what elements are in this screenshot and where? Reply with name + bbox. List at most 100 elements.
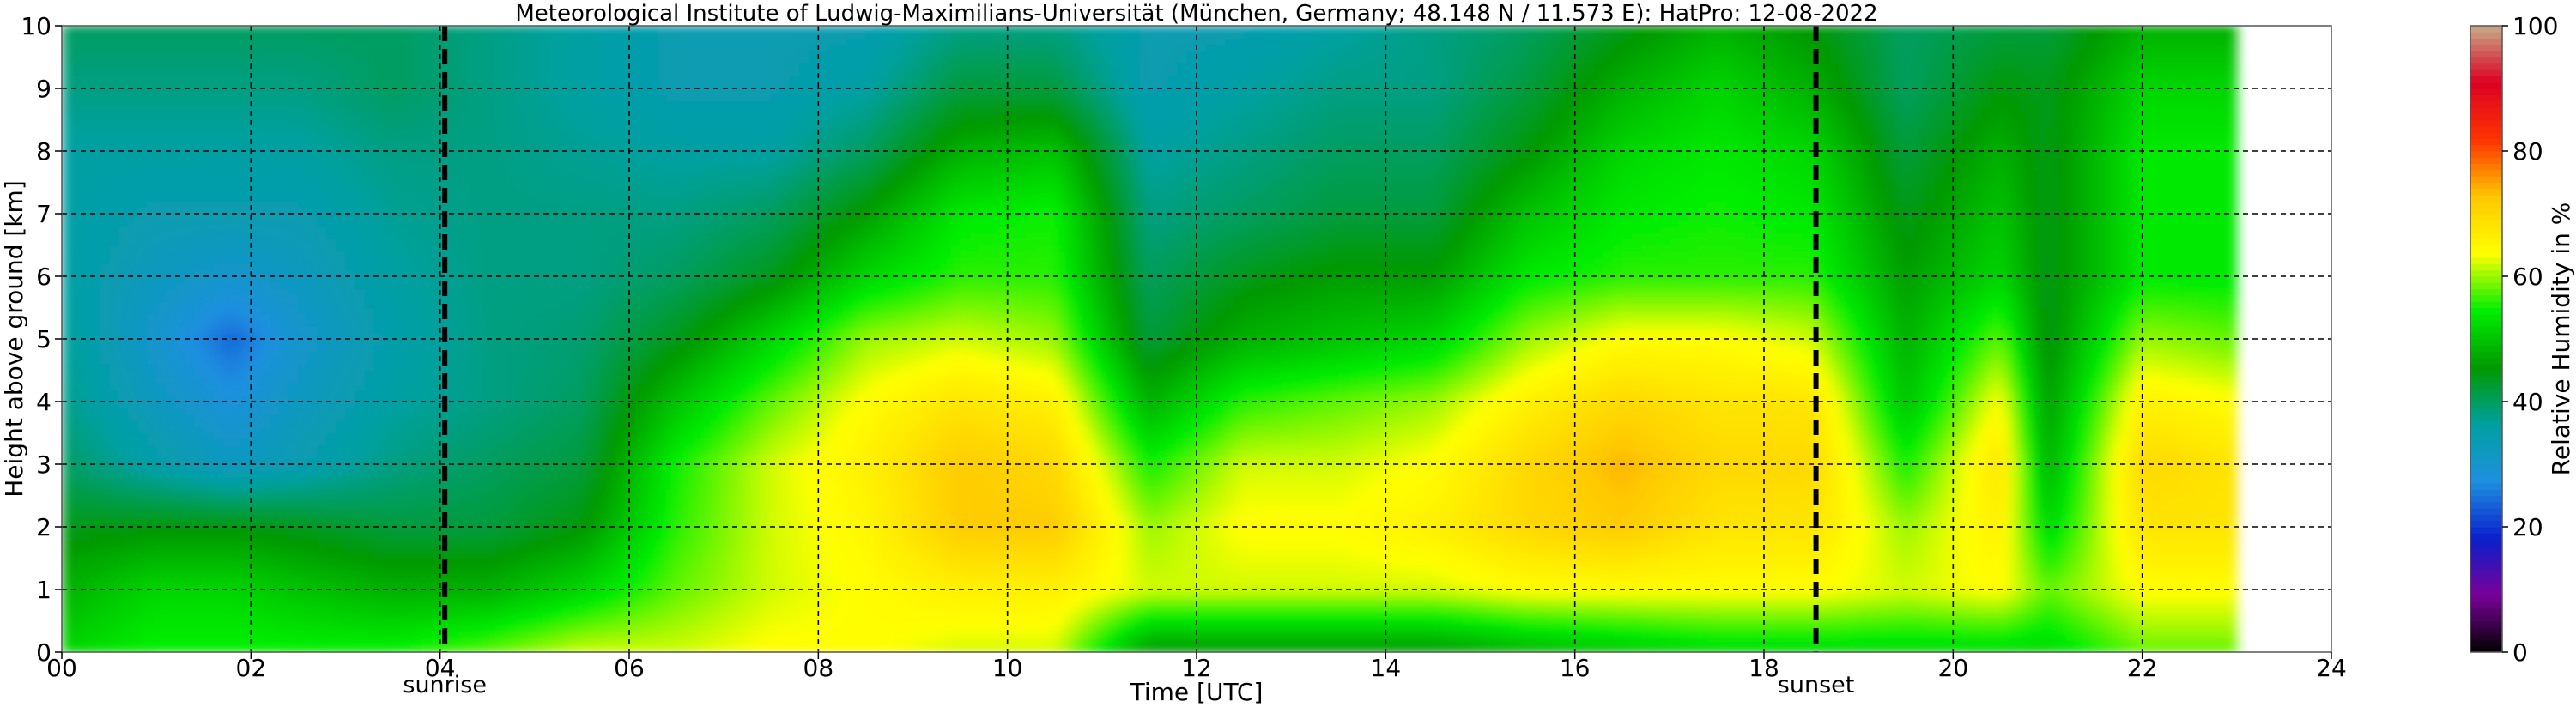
heatmap-cell — [487, 57, 498, 64]
heatmap-cell — [137, 539, 148, 547]
heatmap-cell — [241, 626, 252, 634]
heatmap-cell — [128, 414, 138, 421]
heatmap-cell — [147, 339, 157, 346]
heatmap-cell — [411, 332, 422, 340]
heatmap-cell — [175, 44, 185, 51]
heatmap-cell — [90, 332, 100, 340]
heatmap-cell — [298, 545, 309, 553]
heatmap-cell — [449, 88, 460, 95]
heatmap-cell — [383, 571, 394, 577]
heatmap-cell — [260, 426, 270, 434]
heatmap-cell — [241, 520, 252, 528]
heatmap-cell — [411, 245, 422, 252]
heatmap-cell — [307, 633, 318, 640]
heatmap-cell — [411, 220, 422, 227]
heatmap-cell — [232, 239, 242, 246]
heatmap-cell — [524, 432, 536, 440]
heatmap-cell — [185, 495, 195, 503]
heatmap-cell — [411, 151, 422, 158]
heatmap-cell — [270, 464, 280, 471]
heatmap-cell — [71, 163, 82, 171]
heatmap-cell — [128, 364, 138, 372]
heatmap-cell — [166, 294, 176, 302]
heatmap-cell — [203, 339, 214, 346]
heatmap-cell — [326, 63, 337, 70]
heatmap-cell — [458, 88, 470, 95]
heatmap-cell — [355, 370, 366, 378]
heatmap-cell — [364, 119, 375, 127]
heatmap-cell — [213, 501, 223, 509]
heatmap-cell — [251, 125, 261, 133]
heatmap-cell — [185, 564, 195, 571]
heatmap-cell — [298, 389, 309, 396]
heatmap-cell — [524, 583, 536, 590]
heatmap-cell — [270, 239, 280, 246]
heatmap-cell — [175, 94, 185, 102]
heatmap-cell — [468, 44, 479, 51]
heatmap-cell — [232, 313, 242, 321]
heatmap-cell — [317, 389, 328, 396]
heatmap-cell — [166, 332, 176, 340]
heatmap-cell — [109, 94, 119, 102]
heatmap-cell — [496, 389, 507, 396]
heatmap-cell — [317, 595, 328, 603]
heatmap-cell — [71, 495, 82, 503]
heatmap-cell — [392, 94, 403, 102]
heatmap-cell — [383, 157, 394, 165]
heatmap-cell — [524, 426, 536, 434]
heatmap-cell — [449, 545, 460, 553]
heatmap-cell — [345, 533, 356, 541]
heatmap-cell — [477, 276, 488, 283]
heatmap-cell — [515, 332, 526, 340]
heatmap-cell — [430, 577, 441, 584]
heatmap-cell — [137, 589, 148, 596]
heatmap-cell — [468, 420, 479, 427]
heatmap-cell — [345, 32, 356, 39]
heatmap-cell — [439, 571, 451, 577]
heatmap-cell — [118, 470, 129, 478]
heatmap-cell — [194, 614, 204, 622]
heatmap-cell — [524, 245, 536, 252]
heatmap-cell — [222, 113, 233, 121]
heatmap-cell — [156, 307, 167, 315]
heatmap-cell — [166, 26, 176, 33]
heatmap-cell — [307, 201, 318, 208]
heatmap-cell — [100, 301, 110, 309]
heatmap-cell — [383, 257, 394, 264]
heatmap-cell — [288, 144, 300, 152]
heatmap-cell — [355, 32, 366, 39]
heatmap-cell — [241, 408, 252, 415]
heatmap-cell — [185, 214, 195, 221]
heatmap-cell — [317, 457, 328, 465]
heatmap-cell — [90, 558, 100, 565]
heatmap-cell — [288, 614, 300, 622]
heatmap-cell — [364, 44, 375, 51]
heatmap-cell — [128, 232, 138, 239]
heatmap-cell — [373, 44, 385, 51]
heatmap-cell — [364, 451, 375, 459]
heatmap-cell — [449, 195, 460, 202]
heatmap-cell — [156, 57, 167, 64]
heatmap-cell — [402, 113, 413, 121]
heatmap-cell — [449, 251, 460, 258]
heatmap-cell — [355, 294, 366, 302]
heatmap-cell — [515, 188, 526, 196]
heatmap-cell — [496, 633, 507, 640]
heatmap-cell — [279, 639, 289, 647]
heatmap-cell — [345, 119, 356, 127]
heatmap-cell — [468, 545, 479, 553]
heatmap-cell — [279, 125, 289, 133]
heatmap-cell — [439, 645, 451, 652]
heatmap-cell — [487, 595, 498, 603]
heatmap-cell — [364, 564, 375, 571]
heatmap-cell — [100, 527, 110, 534]
heatmap-cell — [336, 426, 347, 434]
heatmap-cell — [147, 245, 157, 252]
heatmap-cell — [392, 226, 403, 233]
heatmap-cell — [251, 595, 261, 603]
heatmap-cell — [137, 251, 148, 258]
heatmap-cell — [213, 169, 223, 177]
heatmap-cell — [241, 583, 252, 590]
heatmap-cell — [213, 26, 223, 33]
heatmap-cell — [270, 376, 280, 384]
